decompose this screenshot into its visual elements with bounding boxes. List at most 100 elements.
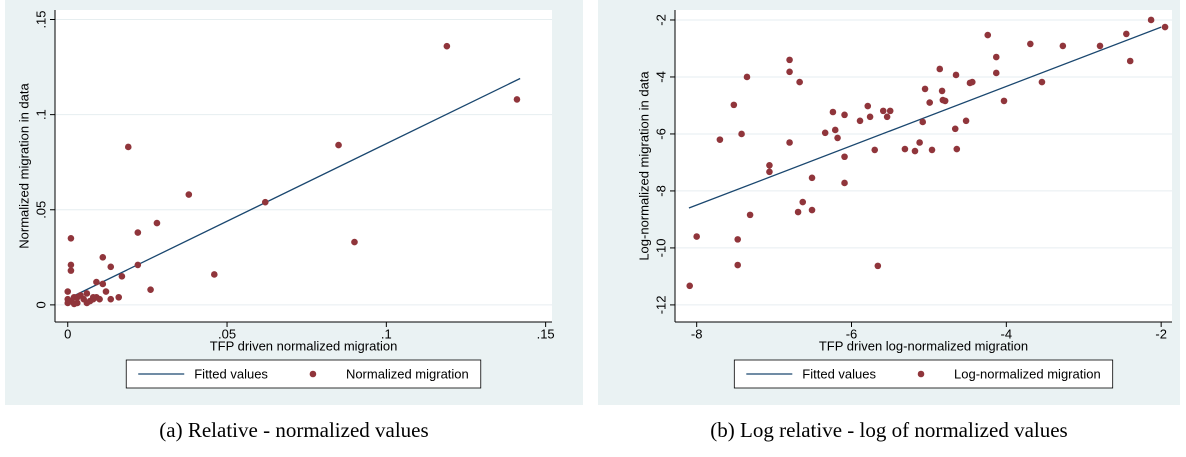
legend-dot: [309, 370, 317, 378]
data-point: [513, 96, 521, 103]
data-point: [834, 134, 841, 142]
data-point: [992, 69, 1000, 77]
data-point: [89, 293, 97, 301]
x-tick-label: .05: [218, 326, 236, 341]
data-point: [951, 125, 959, 133]
legend-label: Normalized migration: [346, 366, 469, 381]
data-point: [879, 107, 887, 115]
data-point: [766, 161, 773, 169]
x-tick-label: -4: [1001, 326, 1013, 341]
data-point: [962, 117, 970, 125]
data-point: [938, 87, 946, 95]
data-point: [829, 108, 837, 116]
data-point: [210, 271, 218, 278]
panel: -12 -10 -8 -6 -4 -2 -8 -6 -4 -2 TFP driven log-nor…: [598, 0, 1180, 442]
plot-area: [675, 10, 1172, 322]
data-point: [992, 53, 1000, 61]
data-point: [886, 107, 894, 115]
data-point: [786, 68, 793, 76]
x-tick-label: 0: [64, 326, 71, 341]
data-point: [734, 261, 742, 269]
data-point: [883, 113, 891, 121]
data-point: [67, 261, 75, 269]
x-tick-label: .15: [537, 326, 555, 341]
data-point: [968, 78, 976, 86]
data-point: [766, 168, 773, 176]
legend-box: [125, 359, 482, 389]
data-point: [874, 262, 882, 270]
data-point: [693, 233, 700, 240]
data-point: [1059, 42, 1067, 50]
data-point: [67, 234, 75, 242]
data-point: [686, 282, 694, 290]
data-point: [871, 146, 879, 154]
data-point: [866, 113, 874, 121]
y-tick-label: .15: [33, 10, 48, 28]
data-point: [928, 146, 936, 154]
legend-label: Fitted values: [802, 366, 876, 381]
data-point: [261, 198, 269, 206]
data-point: [1027, 40, 1034, 48]
data-point: [743, 73, 751, 81]
data-point: [134, 261, 142, 269]
data-point: [83, 299, 91, 307]
y-tick-label: -12: [653, 296, 668, 315]
data-point: [147, 286, 154, 293]
x-axis-title: TFP driven normalized migration: [210, 338, 398, 353]
data-point: [734, 236, 742, 243]
data-point: [99, 280, 107, 288]
plot-area: [55, 10, 552, 322]
data-point: [841, 111, 848, 119]
data-point: [96, 295, 103, 303]
data-point: [1161, 23, 1169, 31]
data-point: [153, 219, 161, 227]
y-tick-label: -4: [653, 71, 668, 83]
data-point: [1123, 30, 1130, 38]
data-point: [124, 143, 132, 151]
data-point: [185, 191, 193, 198]
data-point: [841, 153, 848, 161]
data-point: [786, 56, 793, 64]
data-point: [1000, 97, 1008, 105]
y-axis-title: Log-normalized migration in data: [636, 71, 651, 261]
data-point: [107, 263, 115, 271]
data-point: [351, 238, 358, 246]
data-point: [953, 145, 961, 153]
x-tick-label: -6: [846, 326, 858, 341]
data-point: [93, 278, 100, 286]
data-point: [864, 102, 872, 110]
legend-label: Fitted values: [194, 366, 268, 381]
data-point: [67, 267, 75, 274]
caption: (b) Log relative - log of normalized val…: [710, 418, 1067, 442]
caption: (a) Relative - normalized values: [159, 418, 428, 442]
data-point: [821, 129, 829, 137]
panel: 0 .05 .1 .15 0 .05 .1 .15 TFP driven normalized …: [5, 0, 583, 442]
data-point: [83, 290, 91, 297]
x-tick-label: -2: [1155, 326, 1167, 341]
data-point: [115, 293, 123, 301]
y-tick-label: -10: [653, 239, 668, 258]
x-tick-label: .1: [381, 326, 392, 341]
data-point: [911, 147, 919, 155]
legend-label: Log-normalized migration: [954, 366, 1101, 381]
data-point: [107, 295, 115, 303]
y-tick-label: -8: [653, 185, 668, 197]
data-point: [746, 211, 754, 219]
data-point: [808, 174, 816, 182]
data-point: [921, 85, 929, 93]
data-point: [118, 273, 126, 280]
data-point: [926, 99, 933, 106]
data-point: [102, 288, 110, 295]
data-point: [786, 139, 793, 146]
data-point: [808, 206, 816, 214]
y-tick-label: -6: [653, 128, 668, 140]
data-point: [919, 118, 927, 126]
data-point: [335, 141, 342, 149]
data-point: [1147, 16, 1155, 24]
data-point: [856, 117, 864, 125]
y-tick-label: -2: [653, 14, 668, 26]
x-axis-title: TFP driven log-normalized migration: [819, 338, 1028, 353]
fitted-line: [688, 26, 1162, 209]
data-point: [984, 31, 992, 39]
y-tick-label: .05: [33, 201, 48, 219]
